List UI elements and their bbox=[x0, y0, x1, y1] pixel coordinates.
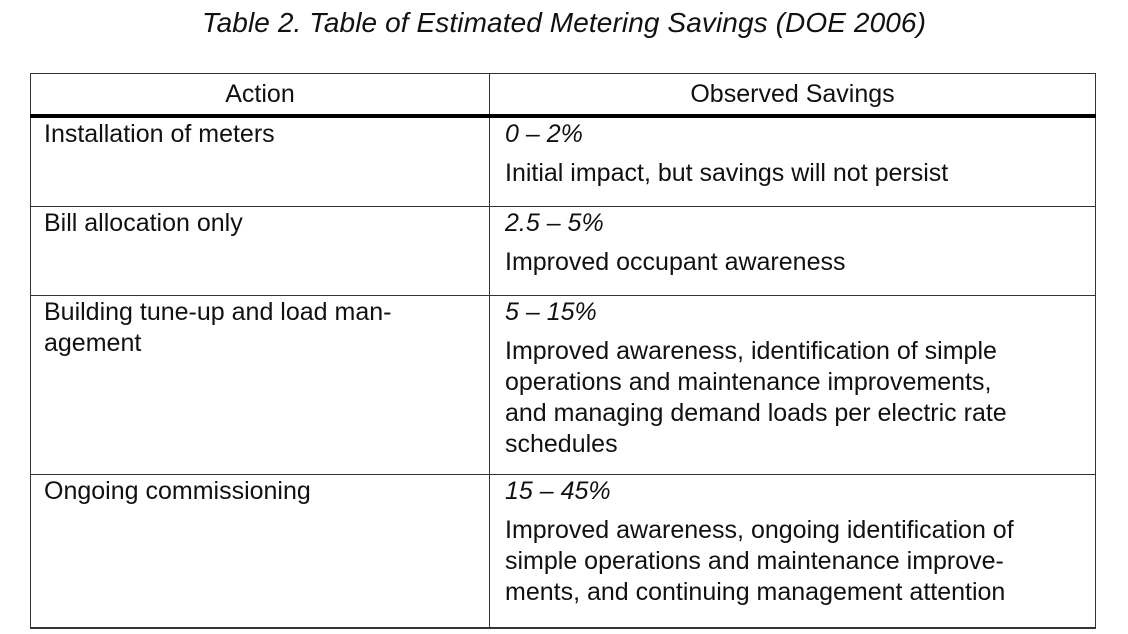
savings-range: 15 – 45% bbox=[505, 477, 611, 505]
savings-cell: 0 – 2% Initial impact, but savings will … bbox=[489, 116, 1096, 207]
savings-description-line: operations and maintenance improvements, bbox=[505, 368, 992, 396]
metering-savings-table: Action Observed Savings Installation of … bbox=[30, 73, 1096, 629]
action-text: Bill allocation only bbox=[44, 209, 243, 237]
savings-description: Initial impact, but savings will not per… bbox=[505, 159, 949, 187]
action-cell: Bill allocation only bbox=[30, 206, 490, 296]
savings-range: 2.5 – 5% bbox=[505, 209, 604, 237]
action-cell: Building tune-up and load man- agement bbox=[30, 295, 490, 475]
table-row: Bill allocation only 2.5 – 5% Improved o… bbox=[30, 206, 1096, 296]
savings-description-line: schedules bbox=[505, 430, 618, 458]
table-row: Building tune-up and load man- agement 5… bbox=[30, 295, 1096, 475]
action-text: Installation of meters bbox=[44, 120, 275, 148]
table-caption: Table 2. Table of Estimated Metering Sav… bbox=[201, 7, 927, 38]
column-header-observed-savings: Observed Savings bbox=[489, 73, 1096, 118]
savings-cell: 5 – 15% Improved awareness, identificati… bbox=[489, 295, 1096, 475]
action-cell: Installation of meters bbox=[30, 116, 490, 207]
table-row: Installation of meters 0 – 2% Initial im… bbox=[30, 116, 1096, 207]
savings-description-line: ments, and continuing management attenti… bbox=[505, 578, 1006, 606]
action-cell: Ongoing commissioning bbox=[30, 474, 490, 629]
table-row: Ongoing commissioning 15 – 45% Improved … bbox=[30, 474, 1096, 629]
action-text: Ongoing commissioning bbox=[44, 477, 311, 505]
savings-range: 5 – 15% bbox=[505, 298, 597, 326]
savings-description-line: Improved awareness, identification of si… bbox=[505, 337, 997, 365]
column-header-action: Action bbox=[30, 73, 490, 118]
savings-range: 0 – 2% bbox=[505, 120, 583, 148]
savings-description: Improved occupant awareness bbox=[505, 248, 846, 276]
savings-description-line: and managing demand loads per electric r… bbox=[505, 399, 1007, 427]
savings-description-line: simple operations and maintenance improv… bbox=[505, 547, 1004, 575]
action-text-line: agement bbox=[44, 329, 142, 357]
table-header-row: Action Observed Savings bbox=[30, 73, 1096, 118]
action-text-line: Building tune-up and load man- bbox=[44, 298, 392, 326]
savings-description-line: Improved awareness, ongoing identificati… bbox=[505, 516, 1014, 544]
savings-cell: 15 – 45% Improved awareness, ongoing ide… bbox=[489, 474, 1096, 629]
savings-cell: 2.5 – 5% Improved occupant awareness bbox=[489, 206, 1096, 296]
